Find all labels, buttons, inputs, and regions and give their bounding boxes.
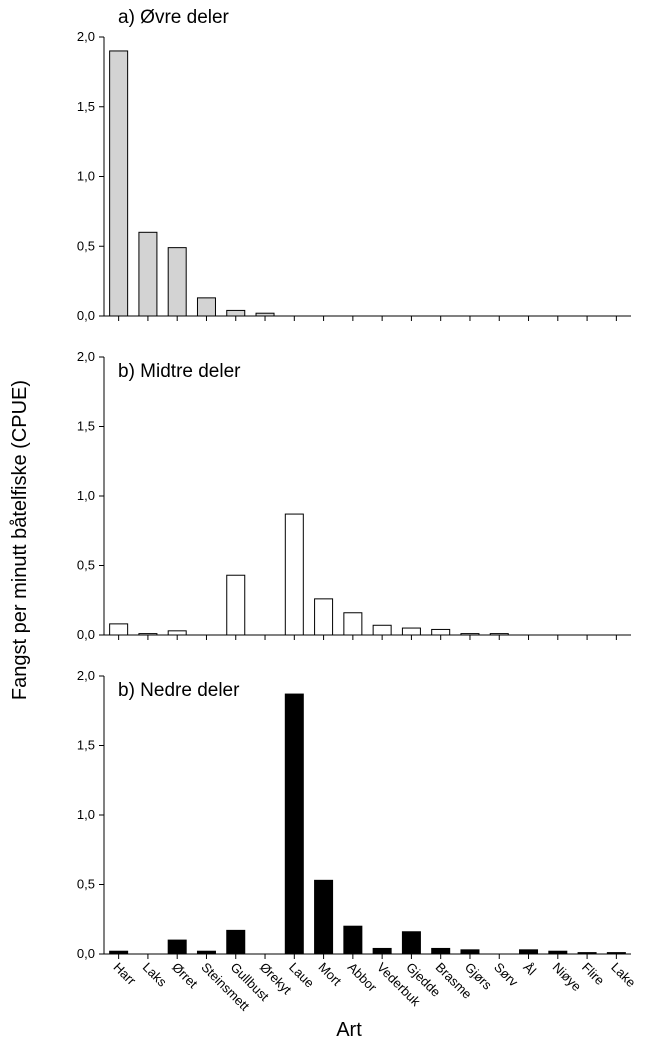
panel-title: b) Midtre deler (118, 361, 241, 382)
x-tick-label: Niøye (550, 960, 585, 995)
bar-brasme (431, 628, 451, 636)
bar-mort (314, 879, 334, 955)
bar-ørret (167, 630, 187, 636)
bar-sørv (489, 633, 509, 636)
bar-ørret (167, 247, 187, 317)
bar-flire (577, 952, 597, 955)
bar-vederbuk (372, 947, 392, 955)
y-tick-label: 2,0 (77, 349, 95, 364)
bar-gjedde (401, 627, 421, 636)
bar-harr (109, 950, 129, 955)
bar-ørekyt (255, 312, 275, 317)
bar-abbor (343, 612, 363, 636)
bar-laks (138, 231, 158, 317)
x-tick-label: Ål (520, 960, 539, 979)
y-tick-label: 1,0 (77, 488, 95, 503)
x-tick-label: Lake (608, 960, 639, 991)
bar-harr (109, 50, 129, 317)
y-tick-label: 2,0 (77, 668, 95, 683)
bar-steinsmett (196, 297, 216, 317)
x-tick-label: Ørret (169, 960, 201, 992)
bar-brasme (431, 947, 451, 955)
bar-ål (519, 949, 539, 955)
y-axis-label: Fangst per minutt båtelfiske (CPUE) (9, 380, 31, 700)
bar-vederbuk (372, 624, 392, 636)
y-tick-label: 1,0 (77, 169, 95, 184)
y-tick-label: 0,5 (77, 558, 95, 573)
bar-gjørs (460, 949, 480, 955)
x-tick-label: Laks (140, 960, 170, 990)
y-tick-label: 1,5 (77, 738, 95, 753)
bar-gullbust (226, 574, 246, 636)
bar-lake (606, 952, 626, 955)
bar-abbor (343, 925, 363, 955)
bar-niøye (548, 950, 568, 955)
y-tick-label: 0,0 (77, 627, 95, 642)
x-tick-label: Harr (111, 960, 140, 989)
panel-b: 0,0 0,5 1,0 1,5 2,0 b) Midtre deler (77, 349, 631, 642)
bar-ørret (167, 939, 187, 955)
y-tick-label: 0,5 (77, 877, 95, 892)
panel-title: b) Nedre deler (118, 680, 240, 701)
x-tick-label: Sørv (491, 960, 521, 990)
y-tick-label: 1,5 (77, 419, 95, 434)
bar-mort (314, 598, 334, 636)
y-tick-label: 1,5 (77, 99, 95, 114)
panel-title: a) Øvre deler (118, 7, 230, 28)
bar-laue (284, 693, 304, 955)
x-tick-label: Abbor (345, 960, 381, 996)
x-axis-label: Art (336, 1019, 362, 1041)
bar-gjørs (460, 633, 480, 636)
panel-a: 0,0 0,5 1,0 1,5 2,0 a) Øvre deler (77, 7, 631, 323)
bar-gullbust (226, 309, 246, 317)
bar-harr (109, 623, 129, 636)
bar-steinsmett (196, 950, 216, 955)
y-tick-label: 1,0 (77, 807, 95, 822)
y-tick-label: 0,0 (77, 946, 95, 961)
bar-laue (284, 513, 304, 636)
bar-gjedde (401, 931, 421, 955)
x-tick-label: Mort (315, 960, 344, 989)
bar-laks (138, 633, 158, 636)
y-tick-label: 2,0 (77, 29, 95, 44)
y-tick-label: 0,0 (77, 308, 95, 323)
bar-gullbust (226, 929, 246, 955)
y-tick-label: 0,5 (77, 238, 95, 253)
